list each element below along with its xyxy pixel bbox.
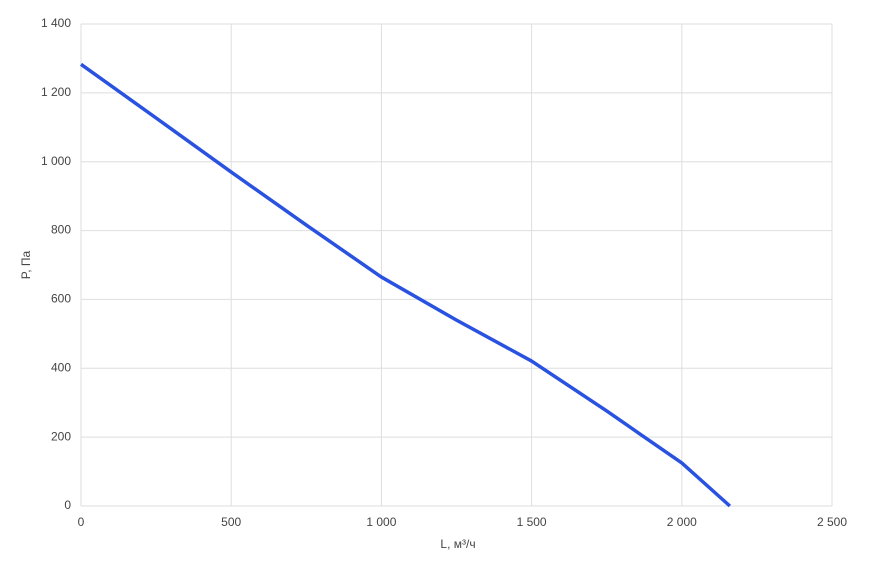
y-tick-label: 1 400	[41, 16, 71, 30]
x-axis-label: L, м³/ч	[440, 537, 475, 551]
y-tick-label: 200	[51, 429, 71, 443]
y-axis-label: P, Па	[19, 250, 33, 279]
data-line	[79, 62, 732, 508]
y-tick-label: 600	[51, 292, 71, 306]
y-tick-label: 1 200	[41, 85, 71, 99]
x-tick-label: 0	[78, 515, 85, 529]
y-tick-label: 800	[51, 223, 71, 237]
x-tick-label: 500	[221, 515, 241, 529]
x-tick-label: 2 500	[817, 515, 847, 529]
x-tick-label: 1 000	[366, 515, 396, 529]
x-tick-label: 1 500	[517, 515, 547, 529]
y-tick-label: 400	[51, 360, 71, 374]
x-tick-label: 2 000	[667, 515, 697, 529]
y-tick-label: 0	[64, 498, 71, 512]
y-tick-label: 1 000	[41, 154, 71, 168]
